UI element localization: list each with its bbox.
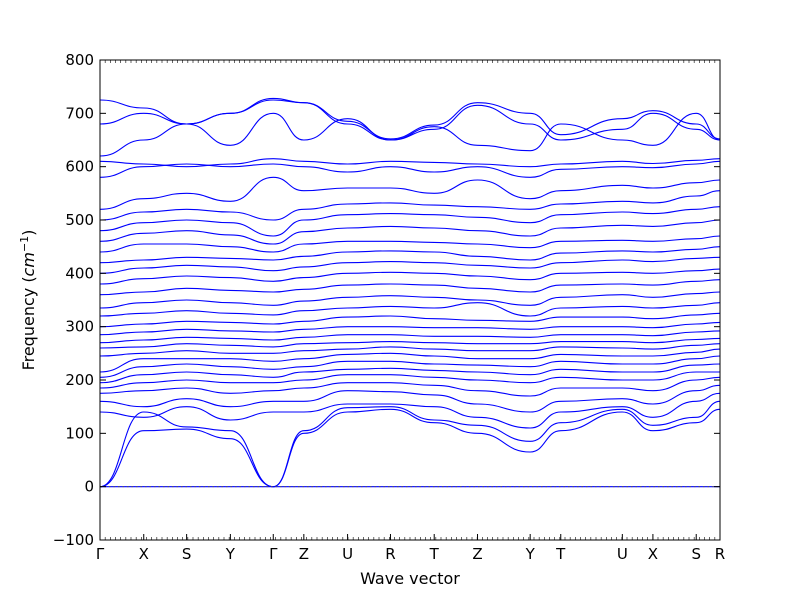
band-13 (99, 330, 721, 344)
x-tick-label: Y (525, 545, 536, 563)
band-14 (99, 321, 721, 336)
band-10 (99, 348, 721, 373)
band-9 (99, 355, 721, 378)
y-tick-label: 800 (65, 51, 94, 69)
y-axis-label-unit: cm (19, 252, 38, 276)
band-16 (99, 302, 721, 317)
band-11 (99, 343, 721, 357)
band-21 (99, 246, 721, 264)
y-axis-label: Frequency (cm−1) (18, 230, 39, 371)
band-7 (99, 371, 720, 389)
band-28 (99, 158, 721, 168)
x-tick-label: S (182, 545, 192, 563)
y-axis: −100 0 100 200 300 400 500 600 700 800 (53, 51, 720, 549)
y-axis-label-close: ) (19, 230, 38, 236)
y-tick-label: 500 (65, 211, 94, 229)
band-12 (99, 337, 721, 349)
x-tick-label: Y (225, 545, 236, 563)
band-8 (99, 363, 721, 384)
x-tick-label: X (648, 545, 658, 563)
x-tick-label: T (429, 545, 440, 563)
y-tick-label: 300 (65, 318, 94, 336)
band-22 (99, 235, 721, 253)
x-axis-label: Wave vector (360, 569, 460, 588)
band-5 (99, 384, 721, 413)
band-25 (99, 190, 721, 221)
x-tick-label: Z (472, 545, 482, 563)
y-axis-label-exp: −1 (18, 236, 31, 252)
band-2 (99, 408, 721, 488)
y-tick-label: 100 (65, 424, 94, 442)
x-tick-label: R (715, 545, 725, 563)
x-tick-label: X (139, 545, 149, 563)
band-18 (99, 279, 721, 296)
band-15 (99, 312, 721, 328)
band-20 (99, 256, 721, 274)
band-26 (99, 176, 721, 210)
band-19 (99, 268, 721, 285)
band-27 (99, 160, 721, 178)
x-tick-label: S (691, 545, 701, 563)
band-6 (99, 376, 721, 397)
band-lines (99, 97, 721, 488)
y-tick-label: 600 (65, 158, 94, 176)
x-tick-label: Γ (96, 545, 105, 563)
y-axis-label-main: Frequency ( (19, 276, 38, 370)
y-tick-label: −100 (53, 531, 94, 549)
x-tick-label: Z (299, 545, 309, 563)
band-17 (99, 291, 721, 309)
y-tick-label: 400 (65, 264, 94, 282)
y-tick-label: 0 (84, 478, 94, 496)
y-tick-label: 200 (65, 371, 94, 389)
band-31 (99, 97, 721, 140)
band-23 (99, 219, 721, 245)
band-3 (99, 400, 721, 488)
x-tick-label: U (617, 545, 628, 563)
x-tick-label: Γ (269, 545, 278, 563)
y-tick-label: 700 (65, 104, 94, 122)
x-tick-label: T (555, 545, 566, 563)
band-4 (99, 392, 721, 429)
x-tick-label: R (385, 545, 395, 563)
x-tick-label: U (342, 545, 353, 563)
band-29 (99, 112, 721, 157)
band-24 (99, 206, 721, 237)
